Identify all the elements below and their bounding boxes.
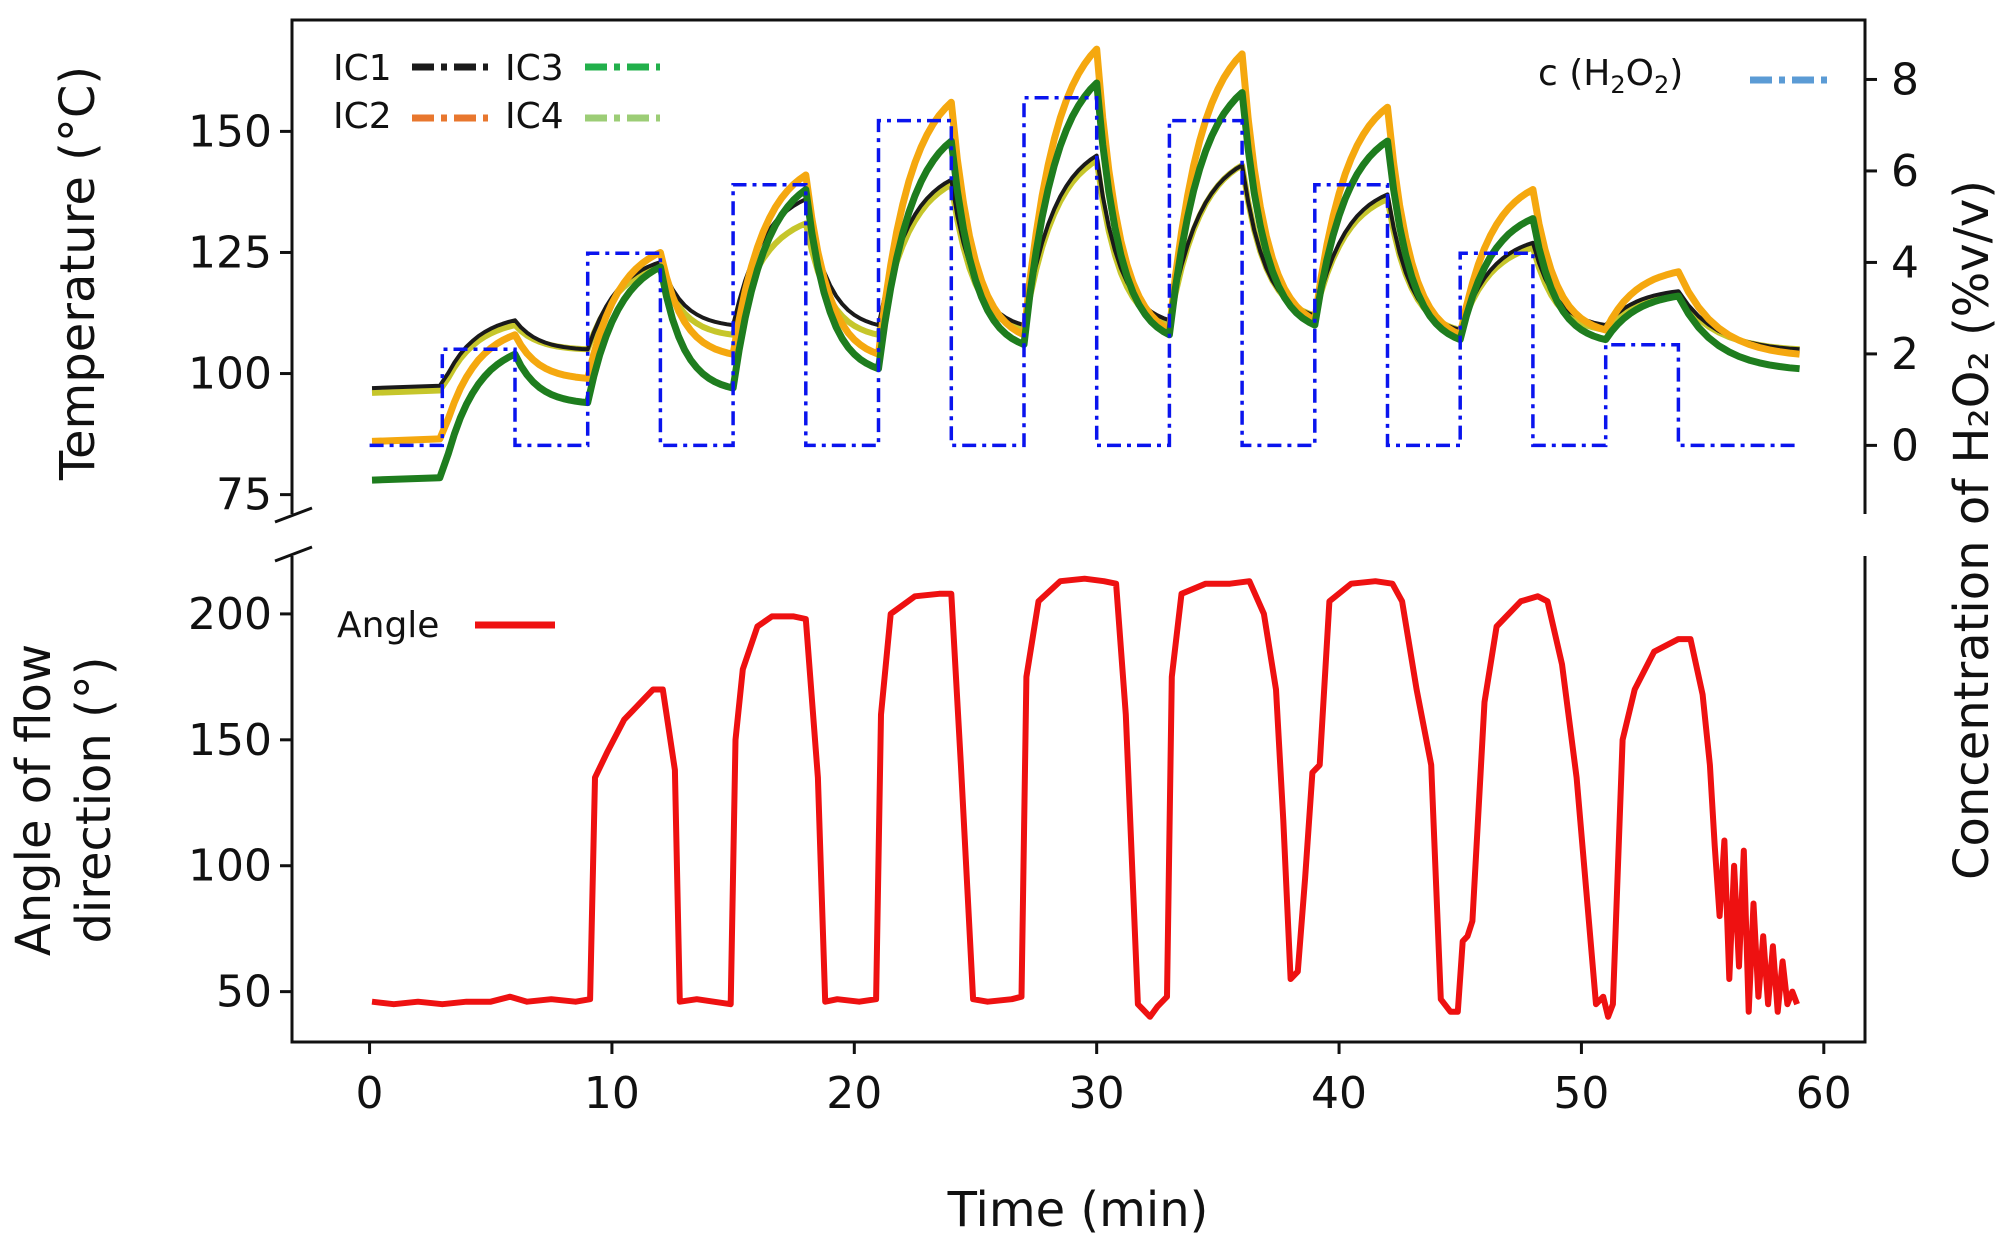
time-tick-20-label: 20: [826, 1068, 882, 1119]
legend-label-c-h2o2: c (H2O2): [1538, 53, 1683, 99]
time-axis-ticks: 0 10 20 30 40 50 60: [356, 1042, 1852, 1119]
time-tick-40-label: 40: [1311, 1068, 1367, 1119]
time-tick-60-label: 60: [1796, 1068, 1852, 1119]
legend-c-mid: O: [1626, 53, 1654, 94]
legend-c-prefix: c (H: [1538, 53, 1610, 94]
concentration-tick-8-label: 8: [1891, 54, 1919, 105]
top-panel-frame: [290, 18, 1867, 514]
time-tick-50-label: 50: [1553, 1068, 1609, 1119]
concentration-tick-2-label: 2: [1891, 329, 1919, 380]
x-axis-label: Time (min): [947, 1182, 1209, 1238]
axis-break-mark-upper: [274, 506, 313, 524]
legend-label-angle: Angle: [337, 605, 439, 646]
angle-series: [371, 575, 1800, 1020]
temperature-axis-ticks: 75 100 125 150: [188, 106, 292, 521]
angle-axis-ticks: 50 100 150 200: [188, 589, 292, 1018]
temperature-tick-150-label: 150: [188, 106, 272, 157]
concentration-tick-6-label: 6: [1891, 146, 1919, 197]
bottom-panel-frame: [290, 556, 1867, 1044]
time-tick-0-label: 0: [356, 1068, 384, 1119]
time-tick-30-label: 30: [1069, 1068, 1125, 1119]
y-axis-label-angle-line2: direction (°): [66, 656, 122, 943]
angle-tick-200-label: 200: [188, 589, 272, 640]
concentration-series: [369, 96, 1800, 448]
concentration-tick-0-label: 0: [1891, 420, 1919, 471]
angle-tick-50-label: 50: [216, 967, 272, 1018]
temperature-line-ic3: [371, 79, 1800, 484]
axis-break-marks: [270, 506, 313, 563]
angle-tick-100-label: 100: [188, 841, 272, 892]
legend-c-suffix: ): [1669, 53, 1683, 94]
axis-break-mark-lower: [274, 545, 313, 563]
concentration-tick-4-label: 4: [1891, 237, 1919, 288]
legend-temperature: IC1 IC3 IC2 IC4: [333, 48, 660, 137]
legend-c-sub2: 2: [1654, 71, 1669, 99]
bottom-panel: 50 100 150 200 0 10 20 30 40 50 60 Angle: [188, 556, 1867, 1119]
legend-angle: Angle: [337, 605, 555, 646]
concentration-axis-ticks: 0 2 4 6 8: [1865, 54, 1919, 471]
legend-label-ic1: IC1: [333, 48, 392, 89]
legend-label-ic4: IC4: [505, 96, 564, 137]
legend-label-ic3: IC3: [505, 48, 564, 89]
legend-concentration: c (H2O2): [1538, 53, 1830, 99]
legend-label-ic2: IC2: [333, 96, 392, 137]
legend-c-sub1: 2: [1610, 71, 1625, 99]
temperature-tick-125-label: 125: [188, 227, 272, 278]
y-axis-label-angle-line1: Angle of flow: [6, 644, 62, 956]
angle-tick-150-label: 150: [188, 715, 272, 766]
y-axis-label-temperature: Temperature (°C): [50, 66, 106, 481]
temperature-tick-100-label: 100: [188, 349, 272, 400]
angle-line: [371, 575, 1800, 1020]
time-tick-10-label: 10: [584, 1068, 640, 1119]
temperature-line-ic1: [371, 153, 1800, 391]
y2-axis-label-concentration: Concentration of H₂O₂ (%v/v): [1944, 180, 2000, 880]
temperature-tick-75-label: 75: [216, 470, 272, 521]
concentration-line-c-h2o2: [369, 96, 1800, 448]
